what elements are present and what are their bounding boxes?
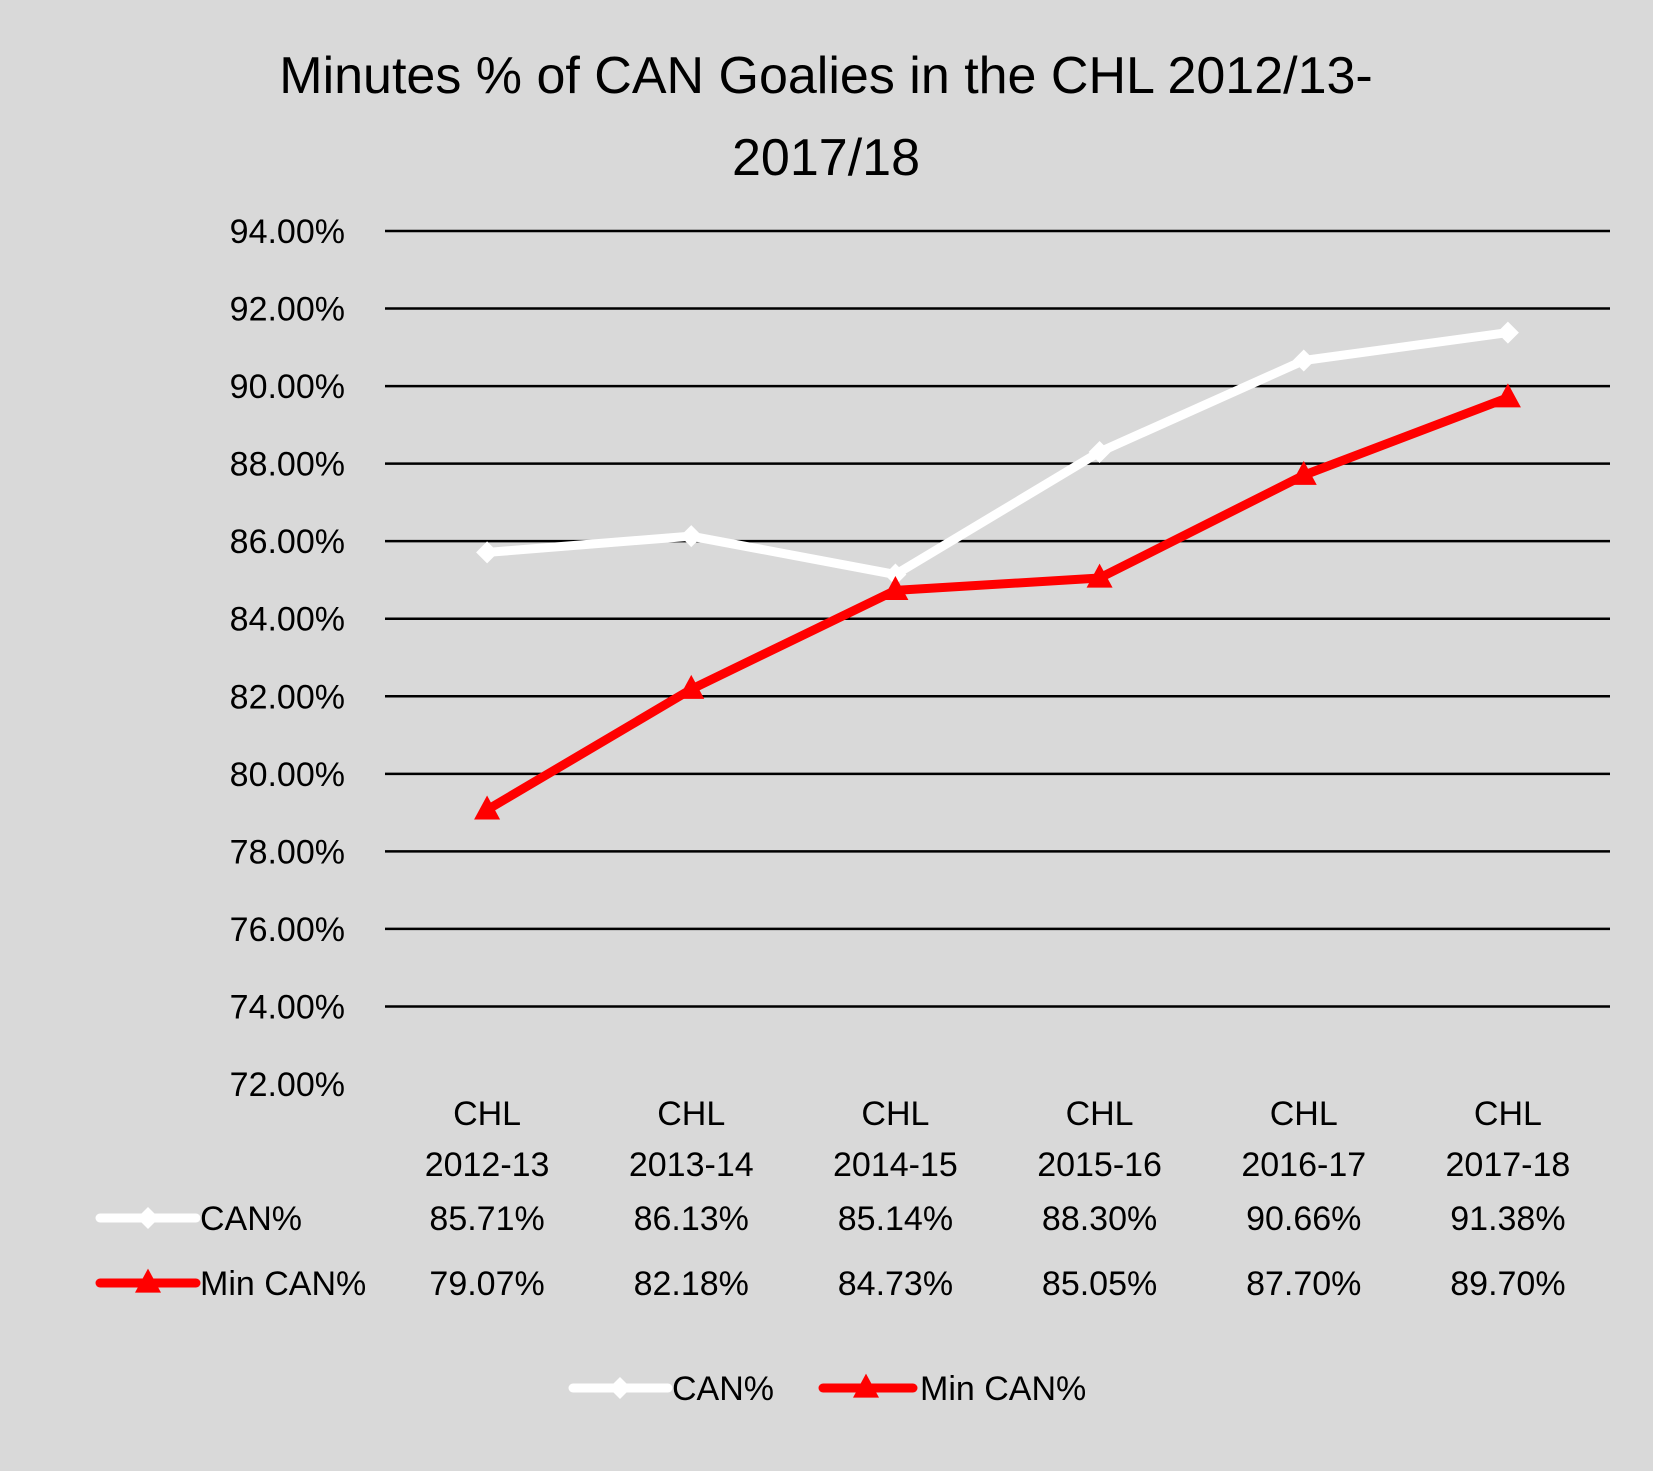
data-point-marker	[1292, 349, 1315, 372]
x-category-label: 2017-18	[1446, 1146, 1571, 1184]
data-point-marker	[474, 795, 501, 820]
y-tick-label: 82.00%	[230, 678, 345, 716]
table-value: 85.14%	[838, 1200, 953, 1238]
x-category-label: CHL	[1270, 1095, 1338, 1133]
data-point-marker	[680, 525, 703, 548]
x-category-label: CHL	[453, 1095, 521, 1133]
chart-title: Minutes % of CAN Goalies in the CHL 2012…	[279, 47, 1373, 187]
table-value: 89.70%	[1450, 1265, 1565, 1303]
chart-title-line-2: 2017/18	[732, 129, 920, 187]
x-axis-category-labels: CHL 2012-13 CHL 2013-14 CHL 2014-15 CHL 2015-16…	[425, 1095, 1571, 1184]
table-value: 86.13%	[634, 1200, 749, 1238]
y-tick-label: 88.00%	[230, 446, 345, 484]
data-point-marker	[1494, 383, 1521, 408]
x-category-label: CHL	[861, 1095, 929, 1133]
data-point-marker	[1496, 321, 1519, 344]
x-category-label: 2016-17	[1241, 1146, 1366, 1184]
data-point-marker	[678, 674, 705, 699]
x-category-label: 2014-15	[833, 1146, 958, 1184]
data-table: CAN% 85.71% 86.13% 85.14% 88.30% 90.66% 91.38%…	[95, 1200, 1566, 1303]
y-tick-label: 78.00%	[230, 833, 345, 871]
table-value: 85.71%	[429, 1200, 544, 1238]
data-point-marker	[476, 541, 499, 564]
table-legend-key-marker	[137, 1207, 159, 1229]
y-tick-label: 80.00%	[230, 756, 345, 794]
y-tick-label: 94.00%	[230, 213, 345, 251]
y-tick-label: 76.00%	[230, 911, 345, 949]
data-series	[474, 321, 1521, 820]
legend-item: Min CAN%	[818, 1370, 1086, 1408]
series-can	[476, 321, 1519, 586]
x-category-label: CHL	[657, 1095, 725, 1133]
table-value: 82.18%	[634, 1265, 749, 1303]
data-point-marker	[884, 563, 907, 586]
legend-item: CAN%	[568, 1370, 774, 1408]
legend-key-marker	[853, 1373, 879, 1398]
y-tick-label: 72.00%	[230, 1066, 345, 1104]
y-tick-label: 86.00%	[230, 523, 345, 561]
y-tick-label: 74.00%	[230, 988, 345, 1026]
legend-key-marker	[609, 1377, 631, 1399]
x-category-label: CHL	[1066, 1095, 1134, 1133]
series-line	[482, 328, 1513, 580]
table-value: 79.07%	[429, 1265, 544, 1303]
table-value: 87.70%	[1246, 1265, 1361, 1303]
series-line	[482, 393, 1513, 815]
data-point-marker	[882, 576, 909, 601]
y-tick-label: 90.00%	[230, 368, 345, 406]
y-tick-label: 84.00%	[230, 601, 345, 639]
data-point-marker	[1086, 563, 1113, 588]
x-category-label: CHL	[1474, 1095, 1542, 1133]
table-legend-key-marker	[135, 1268, 161, 1293]
table-value: 90.66%	[1246, 1200, 1361, 1238]
chart-title-line-1: Minutes % of CAN Goalies in the CHL 2012…	[279, 47, 1373, 105]
x-category-label: 2015-16	[1037, 1146, 1162, 1184]
legend-label: Min CAN%	[920, 1370, 1086, 1408]
table-value: 88.30%	[1042, 1200, 1157, 1238]
legend-label: CAN%	[672, 1370, 774, 1408]
table-series-name: CAN%	[200, 1200, 302, 1238]
legend: CAN% Min CAN%	[568, 1370, 1086, 1408]
table-series-name: Min CAN%	[200, 1265, 366, 1303]
table-value: 85.05%	[1042, 1265, 1157, 1303]
table-value: 91.38%	[1450, 1200, 1565, 1238]
data-point-marker	[1290, 460, 1317, 485]
table-value: 84.73%	[838, 1265, 953, 1303]
y-axis-tick-labels: 72.00% 74.00% 76.00% 78.00% 80.00% 82.00% 84.0…	[230, 213, 345, 1104]
data-point-marker	[1088, 441, 1111, 464]
x-category-label: 2013-14	[629, 1146, 754, 1184]
y-tick-label: 92.00%	[230, 291, 345, 329]
series-min-can	[474, 383, 1521, 820]
x-category-label: 2012-13	[425, 1146, 550, 1184]
